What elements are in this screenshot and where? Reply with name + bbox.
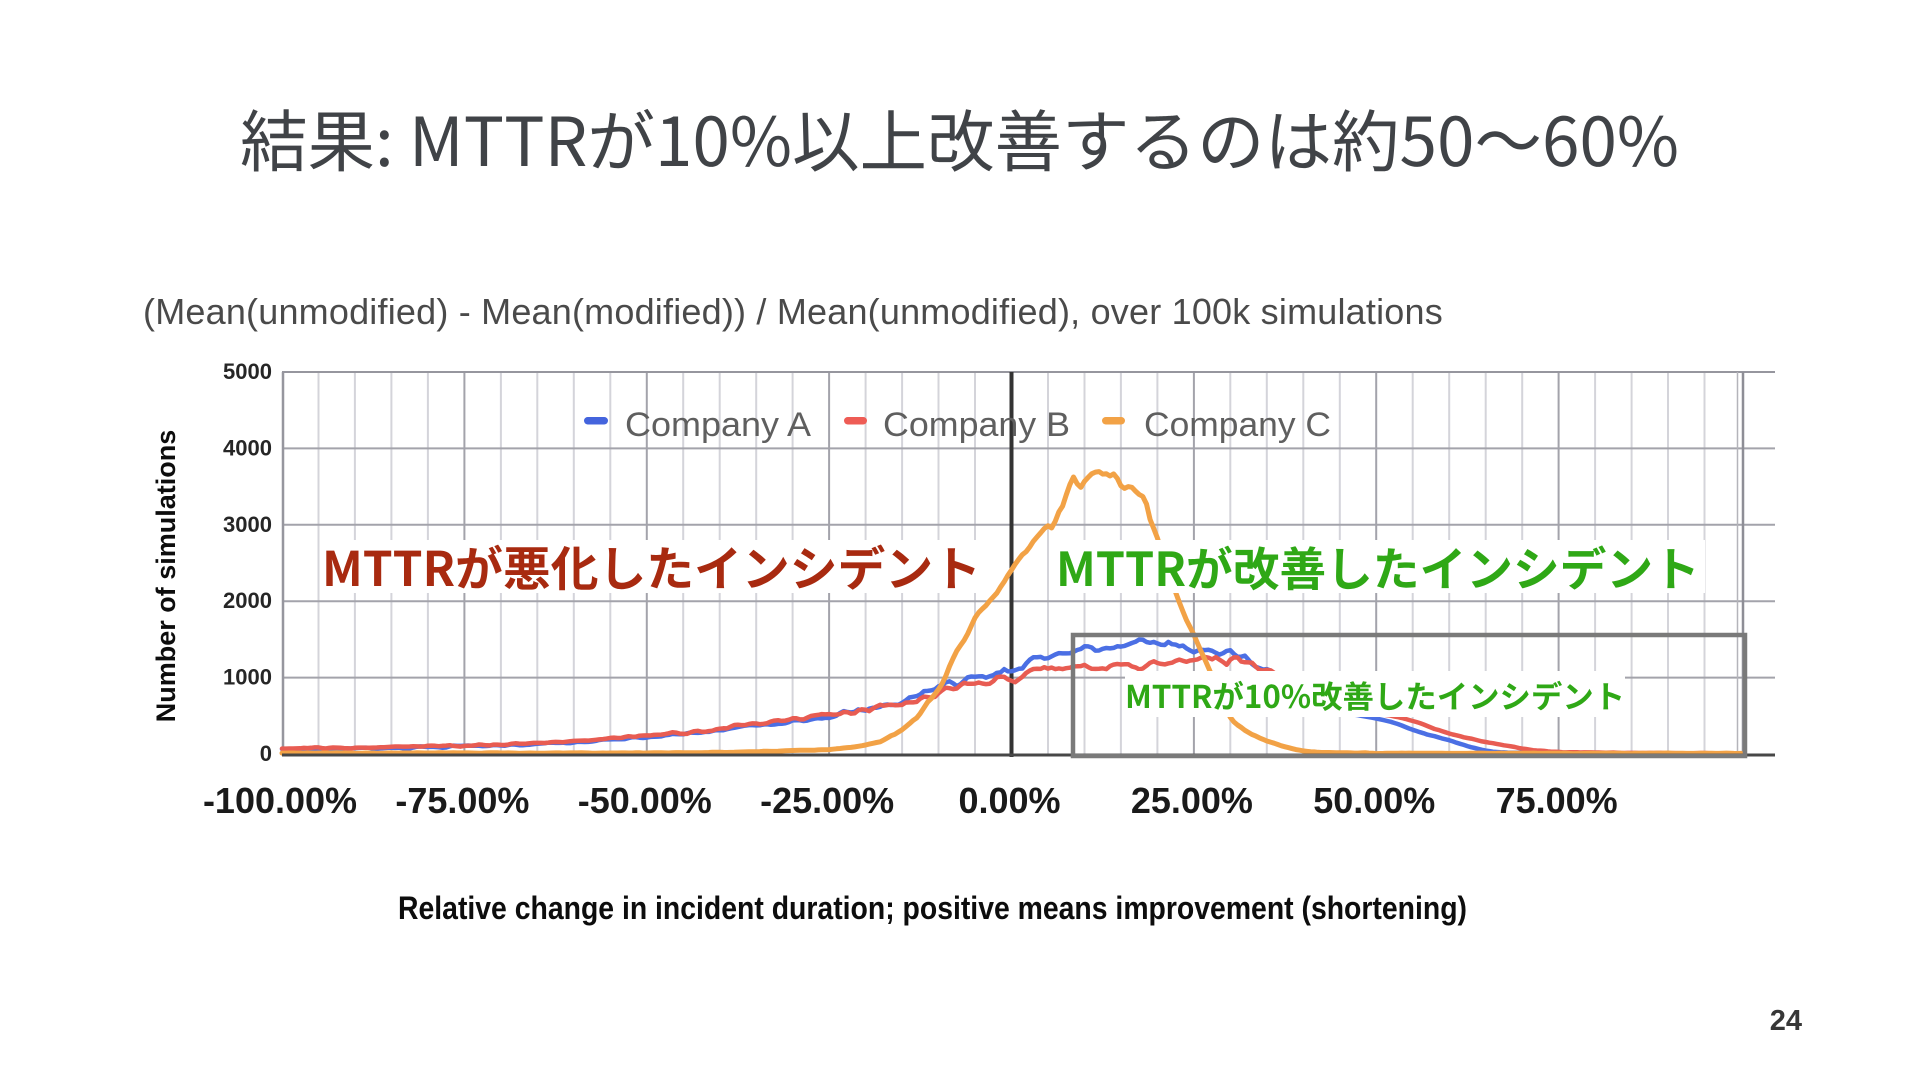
svg-text:-100.00%: -100.00% bbox=[203, 780, 357, 821]
svg-text:75.00%: 75.00% bbox=[1496, 780, 1618, 821]
svg-text:0: 0 bbox=[260, 741, 272, 766]
svg-text:-25.00%: -25.00% bbox=[760, 780, 894, 821]
svg-text:Relative change in incident du: Relative change in incident duration; po… bbox=[398, 890, 1467, 926]
svg-text:-50.00%: -50.00% bbox=[578, 780, 712, 821]
svg-text:4000: 4000 bbox=[223, 435, 272, 460]
svg-text:24: 24 bbox=[1770, 1005, 1802, 1037]
svg-text:Company C: Company C bbox=[1144, 406, 1331, 444]
svg-text:Company A: Company A bbox=[625, 406, 811, 444]
svg-text:5000: 5000 bbox=[223, 359, 272, 384]
svg-text:2000: 2000 bbox=[223, 588, 272, 613]
svg-text:0.00%: 0.00% bbox=[958, 780, 1060, 821]
svg-text:Company B: Company B bbox=[883, 406, 1070, 444]
svg-text:3000: 3000 bbox=[223, 512, 272, 537]
svg-text:1000: 1000 bbox=[223, 665, 272, 690]
svg-text:(Mean(unmodified) - Mean(modif: (Mean(unmodified) - Mean(modified)) / Me… bbox=[143, 291, 1443, 332]
svg-text:25.00%: 25.00% bbox=[1131, 780, 1253, 821]
svg-text:Number of simulations: Number of simulations bbox=[151, 430, 181, 723]
svg-text:-75.00%: -75.00% bbox=[395, 780, 529, 821]
svg-text:50.00%: 50.00% bbox=[1313, 780, 1435, 821]
